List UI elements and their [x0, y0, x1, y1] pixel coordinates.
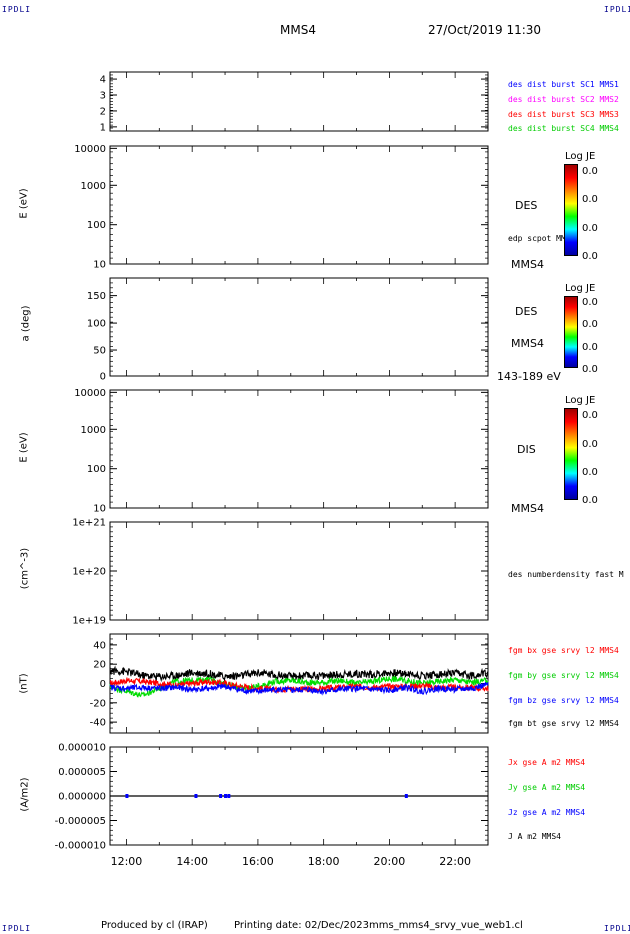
panel7-legend-jx: Jx gse A m2 MMS4 [508, 758, 586, 767]
y-tick-label: 0 [100, 372, 106, 383]
panel4-colorbar-value: 0.0 [582, 495, 598, 506]
y-tick-label: 100 [87, 319, 106, 330]
panel1-legend-mms3: des dist burst SC3 MMS3 [508, 110, 619, 119]
current-spike-mark [194, 794, 198, 798]
panel4-side-label: DIS [517, 443, 536, 456]
panel1-legend-mms1: des dist burst SC1 MMS1 [508, 80, 619, 89]
panel4-colorbar-title: Log JE [565, 395, 596, 406]
panel2-colorbar-value: 0.0 [582, 223, 598, 234]
panel5-legend: des numberdensity fast M [508, 570, 624, 579]
footer-produced-by: Produced by cl (IRAP) [101, 920, 208, 931]
panel3-colorbar-title: Log JE [565, 283, 596, 294]
y-tick-label: 10000 [74, 388, 106, 399]
panel6-legend-bx: fgm bx gse srvy l2 MMS4 [508, 646, 619, 655]
current-spike-mark [125, 794, 129, 798]
panel3-colorbar-value: 0.0 [582, 342, 598, 353]
panel7-legend-j: J A m2 MMS4 [508, 832, 561, 841]
series-line-by [109, 674, 489, 698]
panel1-legend-mms2: des dist burst SC2 MMS2 [508, 95, 619, 104]
panel-frame [109, 145, 489, 265]
header-datetime: 27/Oct/2019 11:30 [428, 23, 542, 37]
footer-filename: mms_mms4_srvy_vue_web1.cl [369, 920, 523, 931]
panel-frame [109, 389, 489, 509]
panel4-colorbar-value: 0.0 [582, 410, 598, 421]
y-tick-label: -0.000010 [55, 841, 106, 852]
y-tick-label: 0 [100, 679, 106, 690]
y-tick-label: 0.000010 [58, 743, 106, 754]
panel-frame [109, 521, 489, 621]
panel2-colorbar-title: Log JE [565, 151, 596, 162]
x-tick-label: 12:00 [111, 855, 143, 868]
x-tick-label: 14:00 [176, 855, 208, 868]
footer-printing-date: Printing date: 02/Dec/2023 [234, 920, 370, 931]
panel4-colorbar-value: 0.0 [582, 439, 598, 450]
panel3-colorbar [564, 296, 578, 368]
panel4-colorbar [564, 408, 578, 500]
y-tick-label: 10 [93, 504, 106, 515]
y-tick-label: 100 [87, 220, 106, 231]
y-tick-label: 40 [93, 640, 106, 651]
series-line-bt [109, 665, 489, 683]
current-spike-mark [404, 794, 408, 798]
panel-frame [109, 277, 489, 377]
corner-label-top-left: IPDLI [2, 5, 32, 14]
series-line-bz [109, 681, 489, 696]
y-tick-label: 1e+21 [72, 518, 106, 529]
page-title: MMS4 [280, 23, 316, 37]
panel3-colorbar-value: 0.0 [582, 297, 598, 308]
panel3-side-bottom: 143-189 eV [497, 370, 561, 383]
panel2-colorbar-value: 0.0 [582, 194, 598, 205]
y-tick-label: 1 [100, 122, 106, 133]
panel2-colorbar-value: 0.0 [582, 251, 598, 262]
y-tick-label: 1e+19 [72, 616, 106, 627]
y-tick-label: 1e+20 [72, 567, 106, 578]
corner-label-bottom-right: IPDLI [604, 924, 630, 933]
y-tick-label: 0.000005 [58, 767, 106, 778]
panel4-side-bottom: MMS4 [511, 502, 544, 515]
y-tick-label: 50 [93, 346, 106, 357]
y-tick-label: 1000 [81, 425, 106, 436]
corner-label-top-right: IPDLI [604, 5, 630, 14]
panel6-legend-bz: fgm bz gse srvy l2 MMS4 [508, 696, 619, 705]
panel7-legend-jz: Jz gse A m2 MMS4 [508, 808, 586, 817]
y-tick-label: -0.000005 [55, 816, 106, 827]
corner-label-bottom-left: IPDLI [2, 924, 32, 933]
y-tick-label: -20 [90, 698, 106, 709]
x-tick-label: 22:00 [439, 855, 471, 868]
panel7-legend-jy: Jy gse A m2 MMS4 [508, 783, 586, 792]
panel2-side-label: DES [515, 199, 538, 212]
panel2-colorbar [564, 164, 578, 256]
y-tick-label: 2 [100, 106, 106, 117]
y-tick-label: -40 [90, 718, 106, 729]
panel3-side-label: DES [515, 305, 538, 318]
y-tick-label: 0.000000 [58, 792, 106, 803]
y-tick-label: 100 [87, 464, 106, 475]
panel3-side-sub: MMS4 [511, 337, 544, 350]
x-tick-label: 16:00 [242, 855, 274, 868]
panel3-colorbar-value: 0.0 [582, 364, 598, 375]
panel2-side-sub: edp scpot MMS4 [508, 234, 576, 243]
panel3-colorbar-value: 0.0 [582, 319, 598, 330]
current-spike-mark [227, 794, 231, 798]
panel-frame [109, 71, 489, 132]
y-tick-label: 10 [93, 260, 106, 271]
panel6-legend-by: fgm by gse srvy l2 MMS4 [508, 671, 619, 680]
panel2-colorbar-value: 0.0 [582, 166, 598, 177]
panel6-legend-bt: fgm bt gse srvy l2 MMS4 [508, 719, 619, 728]
x-tick-label: 20:00 [374, 855, 406, 868]
y-tick-label: 3 [100, 91, 106, 102]
y-tick-label: 1000 [81, 181, 106, 192]
y-tick-label: 4 [100, 75, 106, 86]
panel1-legend-mms4: des dist burst SC4 MMS4 [508, 124, 619, 133]
x-tick-label: 18:00 [308, 855, 340, 868]
y-tick-label: 150 [87, 291, 106, 302]
panel2-side-bottom: MMS4 [511, 258, 544, 271]
y-tick-label: 10000 [74, 144, 106, 155]
current-spike-mark [219, 794, 223, 798]
panel4-colorbar-value: 0.0 [582, 467, 598, 478]
current-spike-mark [224, 794, 228, 798]
y-tick-label: 20 [93, 660, 106, 671]
